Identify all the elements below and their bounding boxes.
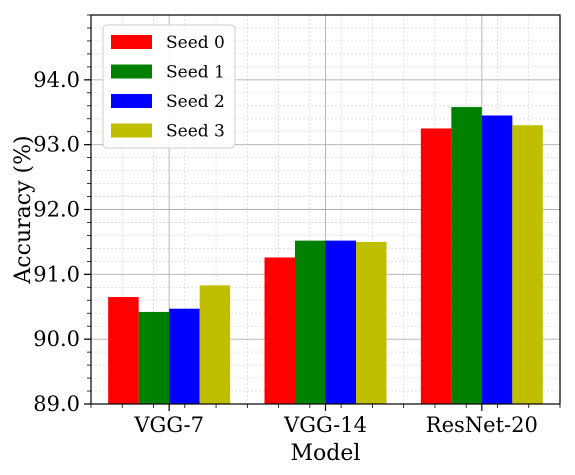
bar-vgg-14-seed-3 bbox=[356, 241, 387, 404]
legend-swatch bbox=[111, 64, 152, 79]
legend-box bbox=[102, 24, 236, 149]
legend: Seed 0 Seed 1 Seed 2 Seed 3 bbox=[102, 24, 236, 149]
bar-vgg-14-seed-0 bbox=[264, 257, 295, 404]
bar-vgg-14-seed-2 bbox=[325, 240, 356, 404]
bar-vgg-14-seed-1 bbox=[295, 240, 326, 404]
x-axis-label: Model bbox=[291, 441, 361, 466]
bar-vgg-7-seed-3 bbox=[199, 285, 231, 404]
legend-swatch bbox=[111, 123, 152, 138]
x-tick-label: VGG-7 bbox=[133, 413, 204, 437]
bar-vgg-7-seed-0 bbox=[108, 297, 139, 404]
y-axis-label: Accuracy (%) bbox=[11, 135, 36, 284]
legend-label: Seed 3 bbox=[166, 122, 225, 142]
bar-resnet-20-seed-1 bbox=[451, 107, 482, 405]
y-tick-label: 91.0 bbox=[33, 262, 80, 286]
y-tick-label: 90.0 bbox=[33, 327, 80, 351]
bar-vgg-7-seed-2 bbox=[169, 308, 200, 404]
legend-swatch bbox=[111, 94, 152, 108]
y-tick-label: 93.0 bbox=[33, 133, 80, 157]
legend-swatch bbox=[111, 35, 152, 49]
bars bbox=[108, 107, 543, 405]
bar-resnet-20-seed-3 bbox=[512, 125, 543, 404]
bar-vgg-7-seed-1 bbox=[138, 311, 170, 404]
legend-label: Seed 1 bbox=[166, 63, 225, 83]
x-tick-label: ResNet-20 bbox=[426, 413, 538, 437]
bar-resnet-20-seed-0 bbox=[420, 128, 452, 405]
x-tick-label: VGG-14 bbox=[283, 413, 367, 437]
y-axis-ticks: 89.0 90.0 91.0 92.0 93.0 94.0 bbox=[33, 14, 91, 416]
legend-label: Seed 0 bbox=[166, 33, 225, 53]
x-axis-ticks: VGG-7 VGG-14 ResNet-20 bbox=[90, 404, 561, 437]
legend-label: Seed 2 bbox=[166, 92, 225, 112]
y-tick-label: 89.0 bbox=[33, 392, 80, 416]
y-tick-label: 92.0 bbox=[33, 198, 80, 222]
bar-resnet-20-seed-2 bbox=[481, 115, 513, 404]
y-tick-label: 94.0 bbox=[33, 68, 80, 92]
